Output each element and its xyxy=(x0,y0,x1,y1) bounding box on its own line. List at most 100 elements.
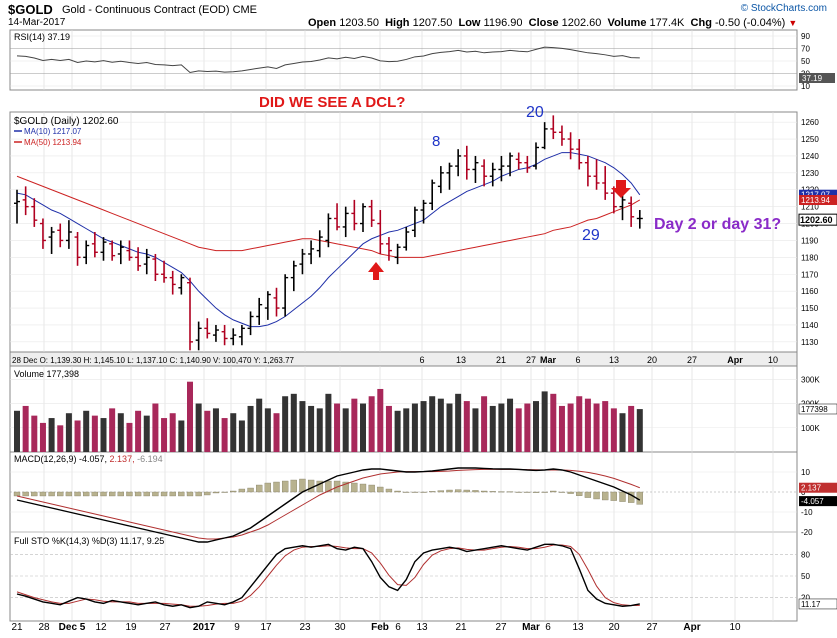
price-tick-1140: 1140 xyxy=(801,321,819,330)
macd-hist-bar xyxy=(299,478,306,493)
macd-hist-bar xyxy=(446,489,453,493)
macd-hist-bar xyxy=(420,491,427,493)
volume-bar xyxy=(264,408,271,452)
macd-hist-bar xyxy=(619,491,626,502)
macd-hist-bar xyxy=(134,491,142,497)
macd-hist-bar xyxy=(325,480,332,493)
bottom-xaxis-label: 12 xyxy=(95,622,107,633)
volume-bar xyxy=(541,391,548,452)
bottom-xaxis-label: 28 xyxy=(38,622,50,633)
volume-bar xyxy=(610,408,617,452)
macd-hist-bar xyxy=(437,490,445,493)
annotation-question: DID WE SEE A DCL? xyxy=(259,94,405,111)
macd-hist-bar xyxy=(558,491,566,493)
volume-bar xyxy=(91,415,98,452)
tag-close xyxy=(798,213,837,226)
bottom-xaxis-label: Dec 5 xyxy=(59,622,86,633)
price-tick-1160: 1160 xyxy=(801,287,819,296)
macd-hist-bar xyxy=(31,491,38,497)
sto-k-line xyxy=(16,543,640,609)
price-xaxis-label: Apr xyxy=(727,355,743,365)
bottom-xaxis-label: 27 xyxy=(159,622,171,633)
rsi-tick-50: 50 xyxy=(801,57,810,66)
macd-hist-bar xyxy=(152,491,159,497)
ma10-legend: MA(10) 1217.07 xyxy=(24,127,82,136)
volume-bar xyxy=(204,410,211,452)
macd-tag-b-text: -4.057 xyxy=(801,497,824,506)
volume-value: 177.4K xyxy=(649,17,685,29)
price-tick-1180: 1180 xyxy=(801,253,819,262)
price-tick-1210: 1210 xyxy=(801,203,819,212)
macd-hist-bar xyxy=(524,491,531,493)
chart-date: 14-Mar-2017 xyxy=(8,17,66,28)
macd-hist-bar xyxy=(230,490,237,493)
macd-hist-bar xyxy=(204,491,211,496)
volume-bar xyxy=(515,408,522,452)
high-value: 1207.50 xyxy=(412,17,453,29)
macd-tag-b xyxy=(799,496,837,507)
annotation-8: 8 xyxy=(432,133,440,150)
macd-hist-bar xyxy=(394,490,401,493)
volume-bar xyxy=(74,420,81,452)
volume-bar xyxy=(567,403,574,452)
macd-hist-bar xyxy=(602,491,609,501)
volume-bar xyxy=(360,403,366,452)
macd-tick: -20 xyxy=(801,528,813,537)
macd-hist-bar xyxy=(212,491,220,494)
volume-bar xyxy=(584,398,591,452)
macd-hist-bar xyxy=(91,491,98,497)
volume-bar xyxy=(385,405,392,452)
bottom-xaxis-label: 13 xyxy=(416,622,428,633)
low-value: 1196.90 xyxy=(483,17,523,29)
macd-hist-bar xyxy=(57,491,64,497)
bottom-xaxis-label: 21 xyxy=(11,622,23,633)
price-xaxis-label: 13 xyxy=(609,355,619,365)
bottom-xaxis-label: 21 xyxy=(455,622,467,633)
macd-hist-bar xyxy=(368,484,375,493)
bottom-xaxis-label: 23 xyxy=(299,622,311,633)
volume-bar xyxy=(507,398,514,452)
panel-sto xyxy=(9,531,798,622)
volume-bar xyxy=(135,410,142,452)
sto-value-tag xyxy=(798,598,837,610)
price-xaxis-label: 27 xyxy=(687,355,697,365)
macd-hist-bar xyxy=(463,489,470,493)
volume-bar xyxy=(619,413,626,452)
macd-hist-bar xyxy=(281,480,289,493)
macd-hist-bar xyxy=(403,491,410,493)
price-xaxis-label: 21 xyxy=(496,355,506,365)
price-tick-1250: 1250 xyxy=(801,135,819,144)
volume-bar xyxy=(282,396,289,452)
bottom-xaxis-label: 10 xyxy=(729,622,741,633)
volume-bar xyxy=(39,422,46,452)
macd-hist-bar xyxy=(342,481,349,493)
macd-hist-bar xyxy=(498,491,505,493)
ohlc-summary: Open 1203.50 High 1207.50 Low 1196.90 Cl… xyxy=(308,17,797,29)
volume-bar xyxy=(195,403,202,452)
volume-bar xyxy=(178,420,185,452)
macd-hist-bar xyxy=(290,479,297,493)
volume-bar xyxy=(394,410,401,452)
volume-bar xyxy=(290,393,297,452)
price-tick-1130: 1130 xyxy=(801,338,819,347)
volume-bar xyxy=(463,401,470,452)
watermark: © StockCharts.com xyxy=(740,3,827,14)
volume-bar xyxy=(65,413,72,452)
volume-bar xyxy=(169,413,176,452)
macd-hist-bar xyxy=(506,491,514,493)
open-value: 1203.50 xyxy=(339,17,379,29)
tag-ma50 xyxy=(799,194,837,205)
description-text: Gold - Continuous Contract (EOD) xyxy=(62,4,230,16)
rsi-value-tag xyxy=(799,73,835,83)
high-label: High xyxy=(385,17,410,29)
macd-hist-bar xyxy=(126,491,133,497)
price-tick-1240: 1240 xyxy=(801,152,819,161)
rsi-tick-90: 90 xyxy=(801,32,810,41)
close-value: 1202.60 xyxy=(561,17,602,29)
bottom-xaxis-label: 6 xyxy=(395,622,401,633)
volume-bar xyxy=(187,381,193,452)
volume-bar xyxy=(143,415,150,452)
macd-hist-bar xyxy=(316,480,323,493)
chart-header: $GOLD Gold - Continuous Contract (EOD) C… xyxy=(0,0,837,30)
